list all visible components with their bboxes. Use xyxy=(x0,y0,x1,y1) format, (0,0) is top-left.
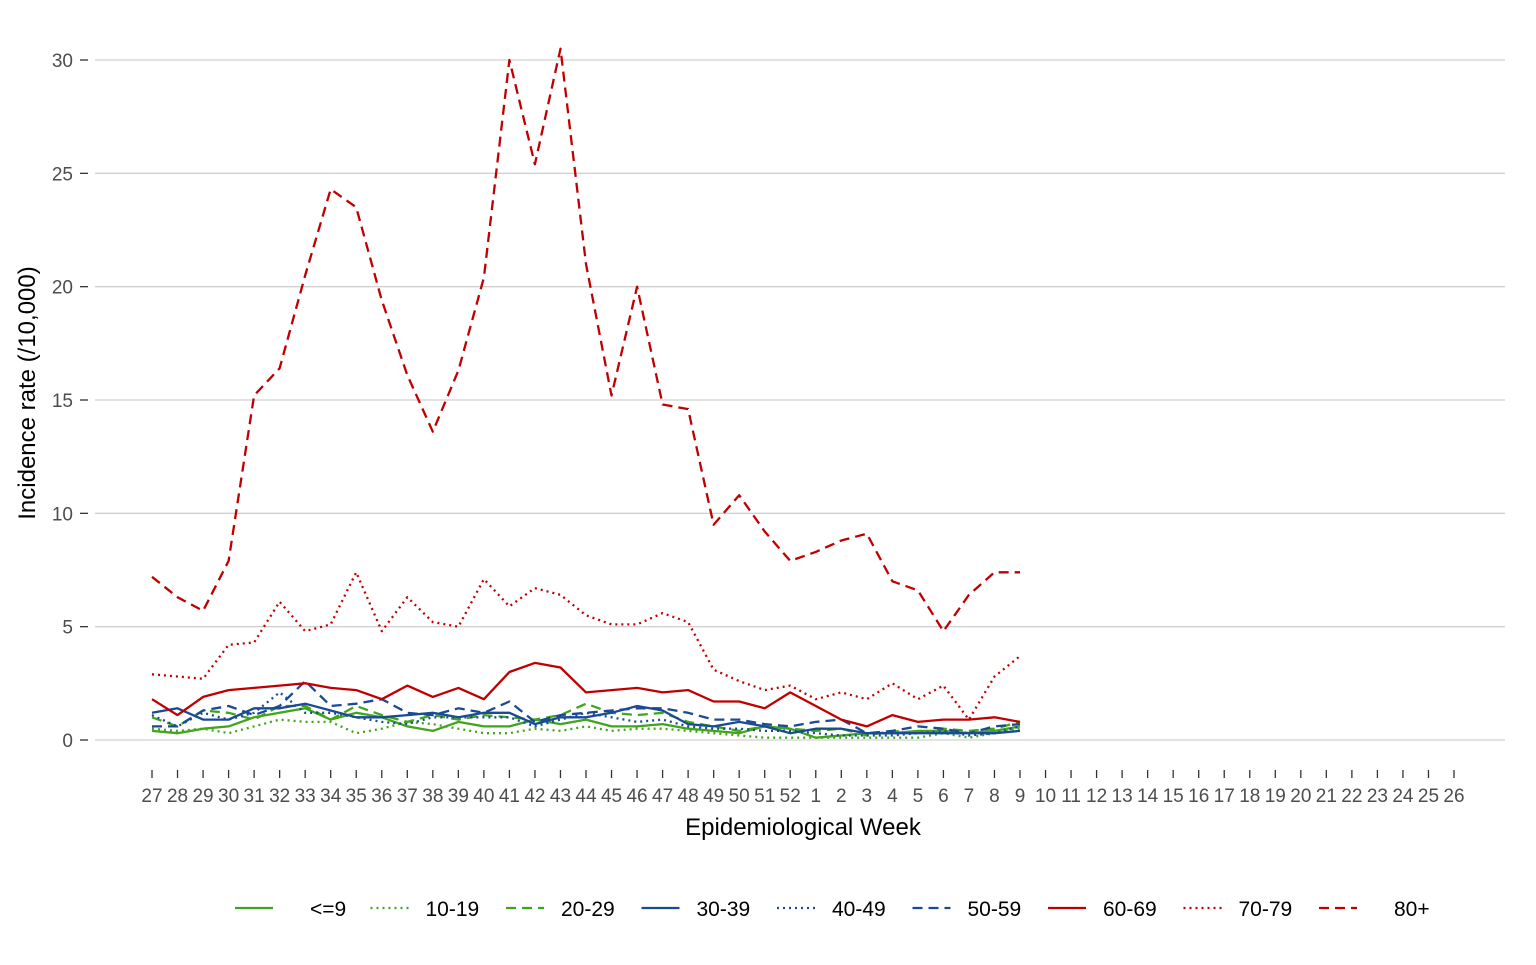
legend-label: 60-69 xyxy=(1103,898,1157,921)
series-line-50-59 xyxy=(152,679,1021,735)
x-tick-label: 32 xyxy=(269,786,290,807)
series-line-70-79 xyxy=(151,571,1021,721)
x-tick-label: 13 xyxy=(1112,786,1133,807)
x-tick-label: 22 xyxy=(1341,786,1362,807)
x-tick-label: 10 xyxy=(1035,786,1056,807)
x-tick-label: 9 xyxy=(1015,786,1026,807)
x-tick-label: 3 xyxy=(862,786,873,807)
x-tick-label: 42 xyxy=(524,786,545,807)
x-tick-label: 30 xyxy=(218,786,239,807)
legend: <=9 10-19 20-29 30-39 40-49 50-59 60-69 70-79 80… xyxy=(235,898,1430,921)
x-tick-label: 8 xyxy=(989,786,1000,807)
x-tick-label: 11 xyxy=(1061,786,1081,807)
y-tick-label: 0 xyxy=(62,731,73,752)
x-tick-label: 28 xyxy=(167,786,188,807)
x-tick-label: 41 xyxy=(499,786,520,807)
x-tick-label: 24 xyxy=(1392,786,1414,807)
x-tick-label: 15 xyxy=(1163,786,1184,807)
x-tick-label: 27 xyxy=(141,786,162,807)
series-line-80+ xyxy=(151,47,1020,633)
x-tick-label: 51 xyxy=(754,786,775,807)
x-tick-label: 46 xyxy=(626,786,647,807)
y-tick-label: 20 xyxy=(52,278,73,299)
y-axis: 0 5 10 15 20 25 30 xyxy=(52,51,88,752)
x-tick-label: 18 xyxy=(1239,786,1260,807)
legend-label: 70-79 xyxy=(1239,898,1293,921)
x-tick-label: 34 xyxy=(320,786,342,807)
x-tick-label: 37 xyxy=(397,786,418,807)
series-lines xyxy=(151,47,1021,739)
y-tick-label: 30 xyxy=(52,51,73,72)
x-tick-label: 6 xyxy=(938,786,949,807)
x-tick-label: 12 xyxy=(1086,786,1107,807)
series-line-10-19 xyxy=(151,718,1021,739)
x-tick-label: 36 xyxy=(371,786,392,807)
x-tick-label: 35 xyxy=(346,786,367,807)
x-tick-label: 14 xyxy=(1137,786,1159,807)
legend-label: 40-49 xyxy=(832,898,886,921)
x-tick-label: 20 xyxy=(1290,786,1311,807)
x-tick-label: 4 xyxy=(887,786,898,807)
legend-label: 30-39 xyxy=(697,898,751,921)
y-tick-label: 10 xyxy=(52,504,73,525)
x-tick-label: 1 xyxy=(810,786,821,807)
x-tick-label: 23 xyxy=(1367,786,1388,807)
x-tick-label: 48 xyxy=(678,786,699,807)
x-tick-label: 19 xyxy=(1265,786,1286,807)
x-tick-label: 45 xyxy=(601,786,622,807)
y-tick-label: 25 xyxy=(52,164,73,185)
x-tick-label: 5 xyxy=(913,786,924,807)
y-tick-label: 5 xyxy=(62,618,73,639)
gridlines xyxy=(95,59,1505,741)
x-tick-label: 21 xyxy=(1316,786,1337,807)
x-axis-label: Epidemiological Week xyxy=(685,814,922,841)
series-line-30-39 xyxy=(151,702,1021,735)
x-tick-label: 43 xyxy=(550,786,571,807)
x-tick-label: 7 xyxy=(964,786,975,807)
x-tick-label: 52 xyxy=(780,786,801,807)
legend-label: <=9 xyxy=(310,898,346,921)
x-tick-label: 40 xyxy=(473,786,494,807)
x-tick-label: 50 xyxy=(729,786,750,807)
legend-label: 10-19 xyxy=(426,898,480,921)
x-tick-label: 25 xyxy=(1418,786,1439,807)
x-tick-label: 2 xyxy=(836,786,847,807)
x-tick-label: 17 xyxy=(1214,786,1235,807)
x-tick-label: 47 xyxy=(652,786,673,807)
x-tick-label: 33 xyxy=(295,786,316,807)
x-tick-label: 44 xyxy=(575,786,597,807)
x-tick-label: 31 xyxy=(244,786,265,807)
y-tick-label: 15 xyxy=(52,391,73,412)
x-tick-label: 39 xyxy=(448,786,469,807)
y-axis-label: Incidence rate (/10,000) xyxy=(14,266,41,520)
x-tick-label: 16 xyxy=(1188,786,1209,807)
x-tick-label: 38 xyxy=(422,786,443,807)
series-line-60-69 xyxy=(151,661,1021,728)
x-axis: 27 28 29 30 31 32 33 34 35 36 37 38 39 40 41 42 43 44 45 46… xyxy=(141,770,1465,807)
x-tick-label: 26 xyxy=(1443,786,1464,807)
x-tick-label: 29 xyxy=(192,786,213,807)
series-line-40-49 xyxy=(151,691,1021,737)
legend-label: 20-29 xyxy=(561,898,615,921)
legend-label: 50-59 xyxy=(968,898,1022,921)
legend-label: 80+ xyxy=(1394,898,1430,921)
x-tick-label: 49 xyxy=(703,786,724,807)
